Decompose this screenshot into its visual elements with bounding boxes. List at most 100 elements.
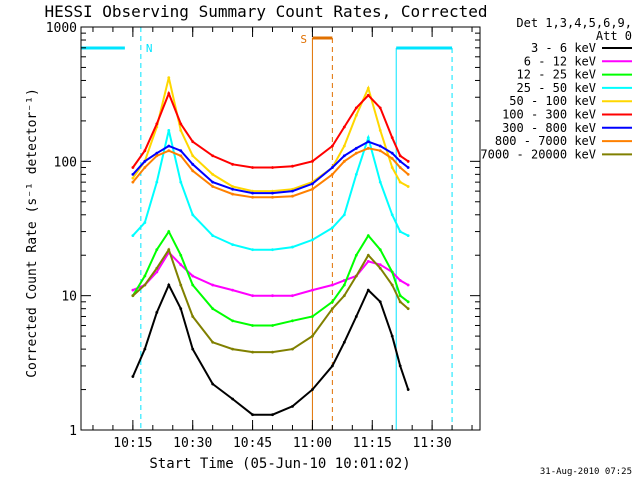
series-point — [231, 192, 235, 196]
series-point — [366, 253, 370, 257]
x-tick-label: 11:30 — [413, 436, 452, 451]
series-point — [342, 283, 346, 287]
series-point — [131, 375, 135, 378]
y-tick-label: 10 — [61, 290, 77, 305]
y-tick-label: 1000 — [46, 21, 77, 36]
series-point — [390, 157, 394, 160]
series-point — [143, 283, 147, 287]
series-point — [390, 213, 394, 217]
series-line — [132, 229, 409, 327]
x-tick-label: 11:15 — [353, 436, 392, 451]
series-point — [231, 185, 235, 188]
series-point — [291, 404, 294, 408]
series-point — [398, 159, 402, 163]
series-point — [167, 283, 171, 287]
series-point — [354, 253, 358, 257]
series-point — [191, 169, 195, 173]
series-point — [366, 146, 370, 150]
series-point — [211, 234, 215, 237]
series-point — [271, 189, 274, 193]
series-point — [179, 122, 183, 126]
series-point — [378, 248, 382, 252]
series-point — [231, 162, 235, 166]
series-point — [291, 189, 294, 193]
series-point — [398, 294, 402, 298]
series-point — [231, 243, 235, 246]
series-point — [311, 187, 314, 191]
legend-entry-label: 800 - 7000 keV — [495, 134, 596, 148]
series-point — [366, 136, 370, 140]
series-point — [406, 234, 410, 237]
series-line — [131, 282, 410, 416]
plot-area: NS — [80, 27, 453, 430]
series-point — [211, 340, 215, 344]
series-point — [231, 347, 235, 351]
legend-entry-label: 7000 - 20000 keV — [480, 147, 596, 161]
series-point — [231, 397, 235, 401]
series-point — [251, 294, 254, 298]
series-point — [191, 283, 195, 287]
series-point — [311, 238, 314, 242]
legend-entry-label: 300 - 800 keV — [502, 121, 596, 135]
series-point — [211, 154, 215, 158]
series-point — [271, 195, 274, 199]
series-point — [211, 283, 215, 287]
series-point — [131, 294, 135, 298]
series-point — [354, 172, 358, 176]
timestamp: 31-Aug-2010 07:25 — [540, 467, 632, 477]
plot-frame — [80, 26, 481, 431]
series-point — [143, 149, 147, 153]
series-point — [378, 263, 382, 267]
series-point — [211, 180, 215, 184]
saa-label: S — [300, 33, 307, 46]
series-point — [191, 154, 195, 158]
series-point — [167, 92, 171, 95]
series-point — [167, 76, 171, 80]
series-point — [311, 315, 314, 318]
series-point — [342, 294, 346, 298]
series-point — [143, 347, 147, 351]
series-line — [132, 130, 409, 251]
series-point — [366, 86, 370, 90]
series-point — [131, 172, 135, 176]
series-point — [167, 144, 171, 148]
series-point — [390, 166, 394, 169]
series-line — [132, 147, 409, 199]
series-point — [131, 234, 135, 237]
series-point — [155, 311, 159, 314]
series-point — [271, 350, 274, 354]
series-point — [406, 300, 410, 304]
series-point — [390, 151, 394, 155]
series-point — [291, 164, 294, 168]
series-point — [155, 154, 159, 158]
series-point — [330, 307, 334, 311]
series-line — [132, 140, 409, 195]
series-point — [390, 283, 394, 287]
series-point — [342, 144, 346, 148]
series-point — [398, 166, 402, 169]
series-point — [366, 259, 370, 263]
series-point — [131, 180, 135, 184]
legend-entry-label: 50 - 100 keV — [509, 94, 596, 108]
chart-title: HESSI Observing Summary Count Rates, Cor… — [44, 2, 487, 21]
series-point — [143, 274, 147, 278]
series-point — [143, 166, 147, 169]
series-point — [406, 388, 410, 391]
series-point — [354, 106, 358, 110]
series-point — [167, 248, 171, 252]
x-tick-label: 10:30 — [173, 436, 212, 451]
chart-marks — [131, 76, 410, 417]
series-point — [342, 340, 346, 344]
series-point — [354, 315, 358, 318]
series-point — [291, 294, 294, 298]
series-point — [378, 144, 382, 148]
series-point — [191, 274, 195, 278]
series-point — [155, 270, 159, 274]
series-point — [406, 185, 410, 188]
series-point — [155, 266, 159, 270]
series-point — [378, 266, 382, 270]
legend-entry-label: 6 - 12 keV — [524, 54, 596, 68]
series-point — [191, 315, 195, 318]
series-point — [271, 324, 274, 327]
